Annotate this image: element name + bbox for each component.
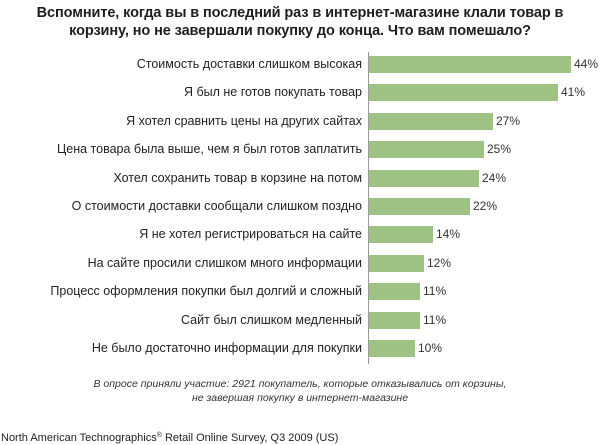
bar-value-label: 41% — [561, 85, 586, 100]
bar-category-label: На сайте просили слишком много информаци… — [87, 255, 362, 270]
bar — [369, 311, 420, 329]
bar-value-label: 24% — [482, 170, 507, 185]
chart-title-line-1: Вспомните, когда вы в последний раз в ин… — [36, 5, 564, 21]
chart-title: Вспомните, когда вы в последний раз в ин… — [0, 4, 600, 40]
source-credit: North American Technographics® Retail On… — [1, 429, 338, 445]
bar-row: Процесс оформления покупки был долгий и … — [0, 283, 600, 301]
bar-category-label: Я хотел сравнить цены на других сайтах — [126, 113, 362, 128]
source-suffix: Retail Online Survey, Q3 2009 (US) — [161, 432, 339, 444]
bar-value-label: 44% — [574, 57, 599, 71]
bar-category-label: Я не хотел регистрироваться на сайте — [139, 227, 362, 242]
bar — [369, 283, 420, 301]
bar-value-label: 27% — [496, 113, 521, 128]
source-prefix: North American Technographics — [1, 432, 157, 444]
bar-value-label: 14% — [436, 227, 461, 242]
bar-row: Хотел сохранить товар в корзине на потом… — [0, 169, 600, 187]
bar-row: Цена товара была выше, чем я был готов з… — [0, 141, 600, 159]
bar-value-label: 10% — [418, 341, 443, 355]
bar — [369, 226, 433, 244]
bar-category-label: Цена товара была выше, чем я был готов з… — [57, 142, 362, 157]
bar — [369, 56, 571, 73]
bar — [369, 141, 484, 159]
chart-title-line-2: корзину, но не завершали покупку до конц… — [69, 23, 531, 39]
registered-mark: ® — [156, 432, 162, 439]
bar-row: Стоимость доставки слишком высокая 44% — [0, 56, 600, 73]
bar — [369, 169, 479, 187]
bar-value-label: 11% — [423, 284, 447, 299]
bar — [369, 84, 558, 102]
bar-value-label: 25% — [487, 142, 512, 157]
bar-row: Я не хотел регистрироваться на сайте 14% — [0, 226, 600, 244]
bar — [369, 198, 470, 215]
survey-note: В опросе приняли участие: 2921 покупател… — [0, 377, 600, 405]
bar-row: Я был не готов покупать товар 41% — [0, 84, 600, 102]
y-axis-line — [368, 52, 369, 364]
bar-value-label: 11% — [423, 312, 447, 327]
bar-category-label: Сайт был слишком медленный — [181, 312, 362, 327]
bar-category-label: Не было достаточно информации для покупк… — [91, 341, 362, 355]
bar — [369, 254, 424, 272]
bar-category-label: Стоимость доставки слишком высокая — [136, 57, 362, 71]
bar-category-label: О стоимости доставки сообщали слишком по… — [71, 199, 362, 213]
bar-row: На сайте просили слишком много информаци… — [0, 254, 600, 272]
bar-category-label: Процесс оформления покупки был долгий и … — [50, 284, 362, 299]
bar-category-label: Я был не готов покупать товар — [183, 85, 362, 100]
survey-note-line-2: не завершая покупку в интернет-магазине — [191, 392, 409, 404]
bar-category-label: Хотел сохранить товар в корзине на потом — [113, 170, 362, 185]
survey-note-line-1: В опросе приняли участие: 2921 покупател… — [93, 378, 507, 390]
bar-row: О стоимости доставки сообщали слишком по… — [0, 198, 600, 215]
bar — [369, 112, 493, 130]
bar-row: Сайт был слишком медленный 11% — [0, 311, 600, 329]
bar-row: Не было достаточно информации для покупк… — [0, 340, 600, 357]
bar-value-label: 22% — [473, 199, 498, 213]
bar-row: Я хотел сравнить цены на других сайтах 27… — [0, 112, 600, 130]
bar — [369, 340, 415, 357]
bar-value-label: 12% — [427, 255, 452, 270]
